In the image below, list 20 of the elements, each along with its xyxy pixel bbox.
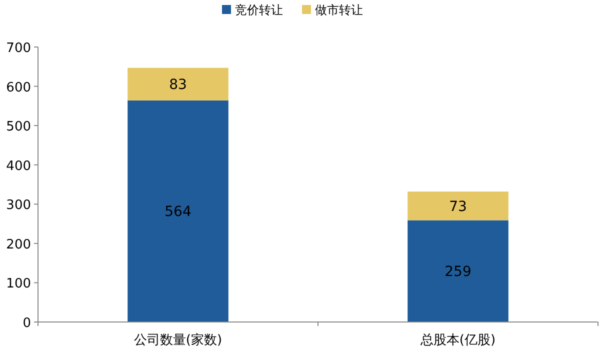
x-tick-label: 总股本(亿股) bbox=[419, 333, 496, 348]
y-tick-label: 500 bbox=[6, 120, 31, 135]
bar bbox=[128, 68, 228, 100]
data-label: 73 bbox=[449, 198, 467, 215]
y-tick-label: 100 bbox=[6, 276, 31, 292]
y-tick-label: 400 bbox=[6, 158, 31, 174]
y-tick-label: 0 bbox=[22, 316, 31, 331]
bar bbox=[128, 100, 228, 322]
data-label: 83 bbox=[169, 77, 187, 94]
x-tick-label: 公司数量(家数) bbox=[134, 332, 222, 348]
data-label: 259 bbox=[444, 264, 472, 280]
data-label: 564 bbox=[164, 204, 192, 220]
bar bbox=[408, 192, 508, 220]
legend-label: 竞价转让 bbox=[235, 3, 283, 17]
y-tick-label: 700 bbox=[6, 41, 31, 56]
y-tick-label: 600 bbox=[6, 80, 31, 96]
bar bbox=[408, 220, 508, 322]
legend-label: 做市转让 bbox=[315, 3, 363, 17]
y-tick-label: 300 bbox=[6, 198, 31, 214]
y-tick-label: 200 bbox=[6, 237, 31, 252]
